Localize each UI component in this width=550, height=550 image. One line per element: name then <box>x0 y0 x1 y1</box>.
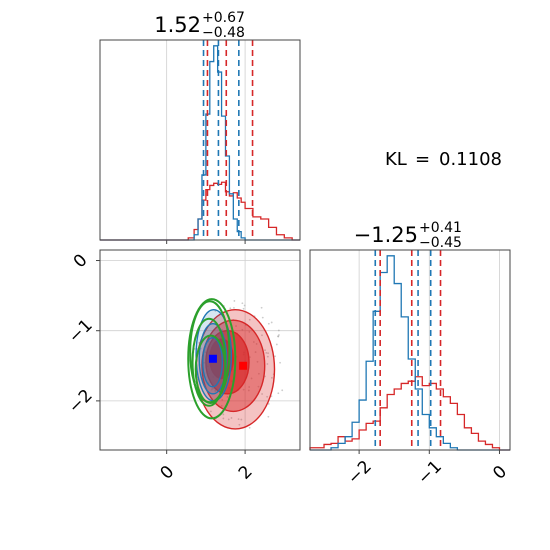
joint-sample-point <box>277 392 280 395</box>
joint-sample-point <box>260 306 263 309</box>
marginal-param2-title: −1.25 <box>354 223 418 247</box>
kl-annotation: KL = 0.1108 <box>385 149 502 170</box>
joint-sample-point <box>227 418 230 421</box>
marginal-param2-frame <box>309 249 511 451</box>
joint-sample-point <box>248 426 251 429</box>
joint-sample-point <box>252 341 255 343</box>
joint-sample-point <box>265 351 268 354</box>
joint-sample-point <box>242 307 245 310</box>
marginal-param1-title-plus: +0.67 <box>202 10 245 26</box>
kl-equals: = <box>415 149 430 170</box>
joint-y-tick-label: 0 <box>70 250 92 272</box>
joint-sample-point <box>254 351 257 353</box>
joint-sample-point <box>214 389 217 392</box>
joint-sample-point <box>238 423 241 426</box>
joint-sample-point <box>266 395 269 398</box>
joint-sample-point <box>222 417 225 420</box>
joint-sample-point <box>226 396 229 398</box>
joint-approx-marker <box>208 354 217 363</box>
marginal-param2-x-tick-label: −1 <box>414 457 446 489</box>
marginal-param2-hist-reference <box>309 376 510 451</box>
joint-sample-point <box>248 331 251 333</box>
joint-sample-point <box>222 413 225 416</box>
marginal-param2-x-tick-label: −2 <box>344 457 376 489</box>
joint-sample-point <box>256 360 259 363</box>
joint-sample-point <box>267 415 270 418</box>
marginal-param1-frame <box>99 39 301 241</box>
joint-sample-point <box>242 388 245 391</box>
joint-sample-point <box>243 304 246 307</box>
joint-sample-point <box>267 322 270 325</box>
joint-sample-point <box>278 334 280 336</box>
joint-sample-point <box>277 335 280 338</box>
joint-sample-point <box>248 386 251 388</box>
joint-sample-point <box>230 417 233 419</box>
joint-sample-point <box>257 372 260 375</box>
joint-y-tick-label: −2 <box>65 386 97 418</box>
joint-sample-point <box>247 389 250 392</box>
marginal-param1-title: 1.52 <box>154 13 201 37</box>
joint-frame <box>99 249 301 451</box>
joint-sample-point <box>241 328 244 331</box>
marginal-param2-title-minus: −0.45 <box>419 235 462 251</box>
joint-reference-marker <box>239 361 248 370</box>
joint-sample-point <box>220 404 223 407</box>
kl-label: KL <box>385 149 407 170</box>
marginal-param1-title-minus: −0.48 <box>202 25 245 41</box>
joint-sample-point <box>204 351 207 354</box>
joint-sample-point <box>255 343 258 345</box>
joint-sample-point <box>261 393 263 395</box>
joint-x-tick-label: 2 <box>235 462 257 484</box>
joint-sample-point <box>248 318 251 321</box>
marginal-param2-hist-approx <box>310 255 510 451</box>
marginal-param1-hist-approx <box>100 45 300 241</box>
joint-panel: 0 2 0 −1 −2 <box>65 249 301 484</box>
joint-sample-point <box>274 355 276 358</box>
joint-sample-point <box>266 355 269 358</box>
joint-sample-point <box>241 302 244 305</box>
joint-sample-point <box>275 343 278 346</box>
joint-sample-point <box>270 321 273 324</box>
joint-sample-point <box>237 418 240 421</box>
joint-sample-point <box>203 361 205 364</box>
marginal-param2-x-tick-label: 0 <box>489 462 511 484</box>
joint-sample-point <box>233 300 236 302</box>
marginal-param2-panel: 0 −1 −2 −1.25 +0.41 −0.45 <box>309 220 511 489</box>
joint-sample-point <box>221 398 224 401</box>
joint-sample-point <box>235 325 237 327</box>
joint-sample-point <box>267 352 269 355</box>
joint-sample-point <box>261 334 263 337</box>
marginal-param1-hist-reference <box>100 181 300 241</box>
joint-sample-point <box>281 389 284 392</box>
marginal-param1-panel: 1.52 +0.67 −0.48 <box>99 10 301 244</box>
joint-sample-point <box>240 418 243 421</box>
joint-sample-point <box>267 403 270 405</box>
joint-sample-point <box>210 410 212 413</box>
joint-sample-point <box>277 329 280 332</box>
joint-sample-point <box>229 307 232 310</box>
joint-sample-point <box>233 306 235 309</box>
joint-y-tick-label: −1 <box>65 315 97 347</box>
joint-x-tick-label: 0 <box>156 462 178 484</box>
joint-sample-point <box>270 376 273 379</box>
marginal-param2-title-plus: +0.41 <box>419 220 462 236</box>
joint-contour-level <box>187 298 237 420</box>
joint-sample-point <box>279 361 281 364</box>
joint-sample-point <box>266 363 269 365</box>
joint-contour-level <box>194 334 227 404</box>
joint-sample-point <box>210 388 213 391</box>
joint-sample-point <box>264 349 266 352</box>
joint-sample-point <box>261 316 264 319</box>
joint-sample-point <box>207 340 210 343</box>
kl-value: 0.1108 <box>439 149 502 170</box>
joint-sample-point <box>257 385 260 388</box>
joint-sample-point <box>250 377 253 380</box>
